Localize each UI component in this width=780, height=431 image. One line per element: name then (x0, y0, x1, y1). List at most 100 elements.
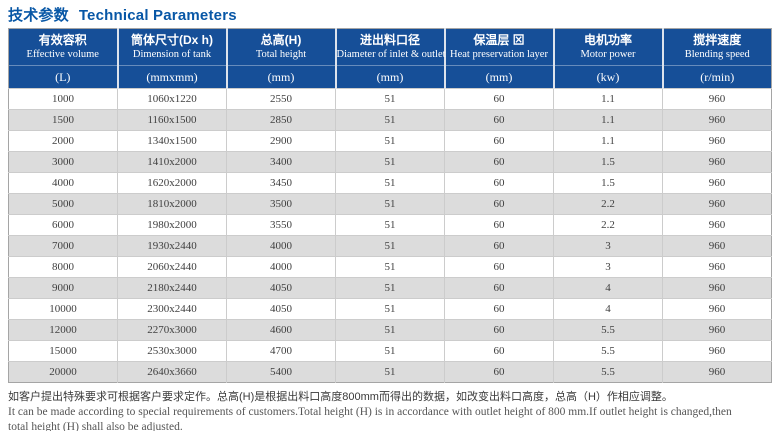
table-cell: 51 (335, 256, 445, 278)
table-cell: 960 (662, 214, 772, 236)
table-cell: 51 (335, 193, 445, 215)
table-cell: 3 (553, 256, 663, 278)
table-cell: 4000 (226, 235, 336, 257)
column-header-4: 保温层 ⊠ Heat preservation layer (mm) (443, 28, 554, 89)
table-row: 9000 2180x2440 4050 51 60 4 960 (8, 277, 772, 299)
column-header-name: 有效容积 Effective volume (9, 29, 117, 66)
footnote: 如客户提出特殊要求可根据客户要求定作。总高(H)是根据出料口高度800mm而得出… (8, 390, 772, 431)
table-cell: 960 (662, 340, 772, 362)
table-row: 6000 1980x2000 3550 51 60 2.2 960 (8, 214, 772, 236)
table-cell: 4 (553, 277, 663, 299)
column-header-name: 筒体尺寸(Dx h) Dimension of tank (118, 29, 226, 66)
table-cell: 60 (444, 109, 554, 131)
column-header-unit: (L) (55, 70, 71, 84)
table-cell: 2300x2440 (117, 298, 227, 320)
table-body: 1000 1060x1220 2550 51 60 1.1 960 1500 1160x1500… (8, 88, 772, 383)
table-cell: 10000 (8, 298, 118, 320)
table-cell: 1410x2000 (117, 151, 227, 173)
column-header-name: 保温层 ⊠ Heat preservation layer (445, 29, 553, 66)
column-header-en: Heat preservation layer (450, 49, 548, 60)
table-cell: 51 (335, 151, 445, 173)
table-cell: 1810x2000 (117, 193, 227, 215)
table-cell: 960 (662, 88, 772, 110)
table-cell: 1.5 (553, 151, 663, 173)
table-cell: 1620x2000 (117, 172, 227, 194)
page-title-en: Technical Parameters (78, 7, 237, 24)
column-header-unit: (mm) (376, 70, 404, 84)
table-cell: 60 (444, 172, 554, 194)
table-row: 1500 1160x1500 2850 51 60 1.1 960 (8, 109, 772, 131)
table-cell: 1.1 (553, 88, 663, 110)
table-cell: 51 (335, 88, 445, 110)
column-header-zh: 电机功率 (583, 33, 632, 47)
table-cell: 1160x1500 (117, 109, 227, 131)
table-cell: 51 (335, 172, 445, 194)
table-cell: 51 (335, 130, 445, 152)
page-title: 技术参数 Technical Parameters (0, 0, 780, 28)
table-cell: 960 (662, 235, 772, 257)
table-cell: 5400 (226, 361, 336, 383)
page-title-zh: 技术参数 (8, 7, 69, 24)
table-cell: 2.2 (553, 193, 663, 215)
table-row: 7000 1930x2440 4000 51 60 3 960 (8, 235, 772, 257)
table-cell: 1.1 (553, 130, 663, 152)
table-cell: 4 (553, 298, 663, 320)
column-header-5: 电机功率 Motor power (kw) (552, 28, 663, 89)
table-cell: 60 (444, 319, 554, 341)
table-cell: 7000 (8, 235, 118, 257)
table-cell: 60 (444, 277, 554, 299)
table-cell: 60 (444, 130, 554, 152)
column-header-en: Effective volume (26, 49, 99, 60)
table-cell: 960 (662, 172, 772, 194)
table-cell: 1.1 (553, 109, 663, 131)
table-cell: 60 (444, 361, 554, 383)
table-row: 5000 1810x2000 3500 51 60 2.2 960 (8, 193, 772, 215)
table-cell: 1930x2440 (117, 235, 227, 257)
table-cell: 3550 (226, 214, 336, 236)
table-cell: 4050 (226, 277, 336, 299)
column-header-unit: (r/min) (700, 70, 735, 84)
table-cell: 3000 (8, 151, 118, 173)
table-row: 8000 2060x2440 4000 51 60 3 960 (8, 256, 772, 278)
table-cell: 2060x2440 (117, 256, 227, 278)
column-header-name: 进出料口径 Diameter of inlet & outlet (336, 29, 446, 66)
table-cell: 12000 (8, 319, 118, 341)
table-cell: 60 (444, 214, 554, 236)
table-cell: 51 (335, 340, 445, 362)
table-cell: 60 (444, 298, 554, 320)
header-row: 有效容积 Effective volume (L) 筒体尺寸(Dx h) Dimensi… (8, 28, 772, 89)
table-cell: 960 (662, 298, 772, 320)
column-header-name: 搅拌速度 Blending speed (663, 29, 771, 66)
table-cell: 60 (444, 340, 554, 362)
table-cell: 3 (553, 235, 663, 257)
table-row: 4000 1620x2000 3450 51 60 1.5 960 (8, 172, 772, 194)
column-header-unit: (mm) (485, 70, 513, 84)
column-header-zh: 保温层 ⊠ (473, 33, 525, 47)
column-header-unit: (mm) (267, 70, 295, 84)
table-cell: 51 (335, 214, 445, 236)
table-cell: 8000 (8, 256, 118, 278)
table-cell: 60 (444, 88, 554, 110)
table-cell: 3450 (226, 172, 336, 194)
table-cell: 960 (662, 319, 772, 341)
parameters-table: 有效容积 Effective volume (L) 筒体尺寸(Dx h) Dimensi… (8, 28, 772, 383)
table-cell: 960 (662, 109, 772, 131)
table-cell: 5.5 (553, 361, 663, 383)
column-header-zh: 总高(H) (260, 33, 302, 47)
table-cell: 1500 (8, 109, 118, 131)
table-cell: 960 (662, 130, 772, 152)
column-header-1: 筒体尺寸(Dx h) Dimension of tank (mmxmm) (116, 28, 227, 89)
table-row: 15000 2530x3000 4700 51 60 5.5 960 (8, 340, 772, 362)
column-header-2: 总高(H) Total height (mm) (225, 28, 336, 89)
table-header: 有效容积 Effective volume (L) 筒体尺寸(Dx h) Dimensi… (8, 28, 772, 89)
table-cell: 4700 (226, 340, 336, 362)
table-cell: 51 (335, 235, 445, 257)
column-header-name: 电机功率 Motor power (554, 29, 662, 66)
table-cell: 1060x1220 (117, 88, 227, 110)
table-cell: 3500 (226, 193, 336, 215)
column-header-0: 有效容积 Effective volume (L) (8, 28, 118, 89)
table-cell: 2550 (226, 88, 336, 110)
table-cell: 2.2 (553, 214, 663, 236)
column-header-en: Total height (255, 49, 307, 60)
table-cell: 2640x3660 (117, 361, 227, 383)
